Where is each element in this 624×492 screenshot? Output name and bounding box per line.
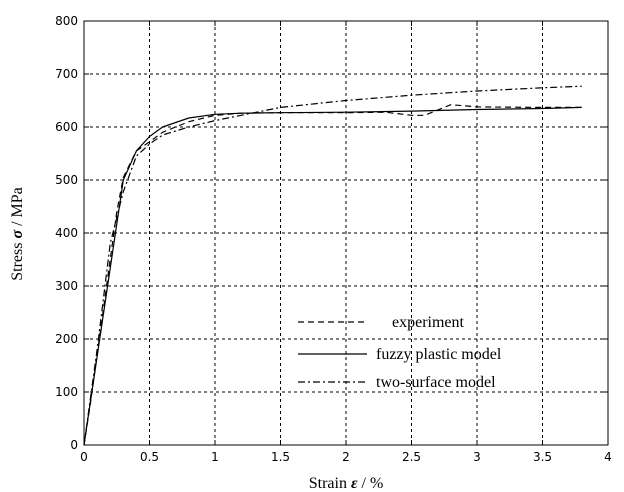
y-tick-labels: 0 100 200 300 400 500 600 700 800 [55,14,78,452]
y-axis-label: Stress σ / MPa [9,187,26,281]
x-axis-label-suffix: / % [358,475,384,492]
y-axis-label-symbol: σ [9,230,26,239]
x-tick-label: 1 [211,450,219,464]
legend-label-fuzzy-plastic-model: fuzzy plastic model [376,346,502,363]
x-tick-label: 0 [80,450,88,464]
x-tick-label: 1.5 [271,450,290,464]
y-tick-label: 700 [55,67,78,81]
y-tick-label: 200 [55,332,78,346]
x-tick-label: 3 [473,450,481,464]
y-axis-label-suffix: / MPa [9,187,26,230]
y-tick-label: 600 [55,120,78,134]
series-line-fuzzy-plastic-model [83,106,582,446]
x-tick-label: 0.5 [140,450,159,464]
x-tick-label: 4 [604,450,612,464]
x-tick-label: 2.5 [402,450,421,464]
data-series [83,85,582,446]
x-tick-labels: 0 0.5 1 1.5 2 2.5 3 3.5 4 [80,450,612,464]
y-tick-label: 100 [55,385,78,399]
x-axis-label-symbol: ε [351,475,358,492]
y-tick-label: 800 [55,14,78,28]
y-tick-label: 0 [70,438,78,452]
series-line-experiment [83,104,582,446]
x-tick-label: 2 [342,450,350,464]
legend: experiment fuzzy plastic model two-surfa… [298,314,502,391]
y-axis-label-prefix: Stress [9,239,26,281]
legend-label-experiment: experiment [392,314,465,331]
y-tick-label: 400 [55,226,78,240]
y-tick-label: 300 [55,279,78,293]
x-axis-label: Strain ε / % [309,475,384,492]
y-tick-label: 500 [55,173,78,187]
x-tick-label: 3.5 [533,450,552,464]
x-axis-label-prefix: Strain [309,475,351,492]
tick-marks [83,20,609,446]
grid-lines [84,21,608,445]
series-line-two-surface-model [83,85,582,446]
legend-label-two-surface-model: two-surface model [376,374,496,391]
